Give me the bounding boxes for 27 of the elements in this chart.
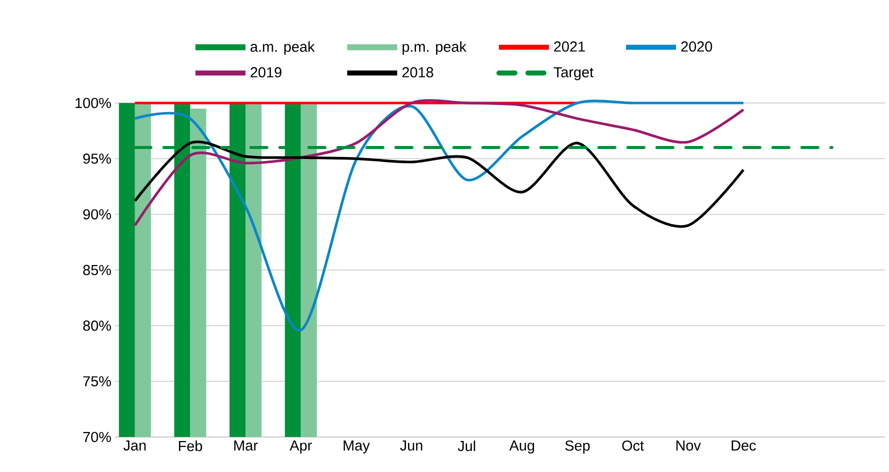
x-tick-label: Nov (676, 440, 701, 451)
x-tick-label: Jul (458, 440, 476, 452)
legend-label: 2018 (402, 67, 434, 78)
x-tick-label: Jan (123, 440, 146, 451)
legend-label: 2020 (681, 41, 712, 52)
x-tick-label: Dec (732, 440, 756, 451)
legend-label: a.m. peak (250, 41, 315, 55)
y-tick-label: 100% (76, 98, 111, 108)
x-tick-label: Jun (400, 440, 422, 451)
y-tick-label: 85% (83, 264, 111, 276)
y-tick-label: 80% (83, 320, 111, 331)
x-tick-label: Aug (509, 440, 534, 454)
x-tick-label: May (344, 440, 370, 454)
x-tick-label: Feb (178, 440, 202, 452)
x-tick-label: Apr (290, 440, 312, 454)
legend-label: 2021 (554, 41, 585, 52)
x-tick-label: Sep (565, 440, 590, 454)
x-tick-label: Oct (622, 440, 644, 451)
y-tick-label: 90% (83, 209, 111, 220)
y-tick-label: 75% (83, 376, 111, 386)
line-series (134, 140, 745, 228)
y-tick-label: 70% (83, 432, 111, 442)
x-tick-label: Mar (234, 440, 258, 451)
legend-label: Target (554, 67, 594, 80)
y-tick-label: 95% (83, 154, 111, 164)
legend-label: p.m. peak (402, 41, 466, 55)
legend-label: 2019 (250, 67, 282, 78)
